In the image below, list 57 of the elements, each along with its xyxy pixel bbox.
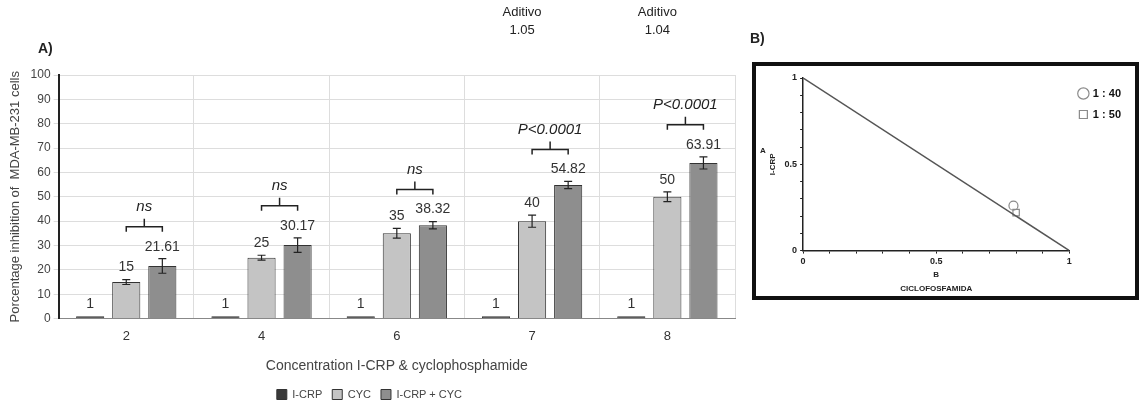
data-label: 40: [524, 193, 541, 210]
y-tick-label: 40: [37, 213, 51, 228]
x-tick-label: 1: [1066, 256, 1072, 267]
x-tick-label: 2: [122, 327, 130, 343]
data-label: 54.82: [550, 160, 586, 177]
text: B): [750, 29, 765, 46]
text: Aditivo 1.04: [637, 4, 677, 38]
text: A: [760, 145, 766, 155]
y-tick-label: 30: [37, 237, 51, 252]
y-tick-label: 60: [37, 164, 51, 179]
annotation: ns: [271, 176, 288, 194]
legend-label: CYC: [347, 387, 372, 400]
y-tick-label: 0: [43, 310, 51, 325]
y-tick-label: 1: [792, 72, 798, 83]
legend-label: 1 : 50: [1092, 107, 1122, 120]
text: Aditivo 1.05: [502, 4, 542, 38]
data-label: 21.61: [144, 237, 181, 254]
data-label: 35: [389, 207, 405, 224]
legend-label: I-CRP: [292, 387, 323, 400]
annotation: ns: [406, 160, 424, 178]
y-tick-label: 50: [37, 189, 51, 204]
data-label: 1: [356, 295, 365, 312]
text: A): [38, 39, 53, 56]
annotation: P<0.0001: [653, 95, 718, 113]
data-label: 30.17: [280, 216, 316, 233]
y-tick-label: 100: [30, 67, 51, 82]
x-tick-label: 6: [393, 327, 401, 343]
data-label: 25: [253, 234, 270, 251]
data-label: 50: [659, 170, 676, 187]
y-tick-label: 20: [37, 262, 51, 277]
legend-label: 1 : 40: [1092, 86, 1122, 99]
x-tick-label: 4: [257, 327, 266, 343]
y-axis-title: Porcentage inhibition of MDA-MB-231 cells: [7, 70, 23, 323]
y-tick-label: 80: [37, 116, 51, 131]
data-label: 15: [118, 258, 135, 275]
x-axis-title: Concentration I-CRP & cyclophosphamide: [265, 357, 529, 374]
data-label: 1: [86, 295, 95, 312]
y-tick-label: 10: [37, 286, 51, 301]
data-label: 1: [221, 295, 230, 312]
legend-label: I-CRP + CYC: [396, 387, 463, 400]
y-tick-label: 70: [37, 140, 51, 155]
annotation: ns: [136, 197, 153, 215]
data-label: 1: [492, 295, 501, 312]
x-tick-label: 8: [663, 327, 671, 343]
x-tick-label: 0: [800, 256, 806, 267]
y-tick-label: 0.5: [784, 158, 798, 169]
x-tick-label: 7: [528, 327, 536, 343]
y-tick-label: 0: [792, 245, 798, 256]
y-tick-label: 90: [37, 91, 51, 106]
annotation: P<0.0001: [517, 120, 583, 138]
data-label: 38.32: [415, 200, 451, 217]
y-axis-title: I-CRP: [768, 152, 777, 176]
text: B: [933, 269, 940, 279]
data-label: 1: [627, 295, 636, 312]
x-tick-label: 0.5: [929, 256, 943, 267]
x-axis-title: CICLOFOSFAMIDA: [900, 284, 973, 294]
data-label: 63.91: [685, 135, 722, 152]
